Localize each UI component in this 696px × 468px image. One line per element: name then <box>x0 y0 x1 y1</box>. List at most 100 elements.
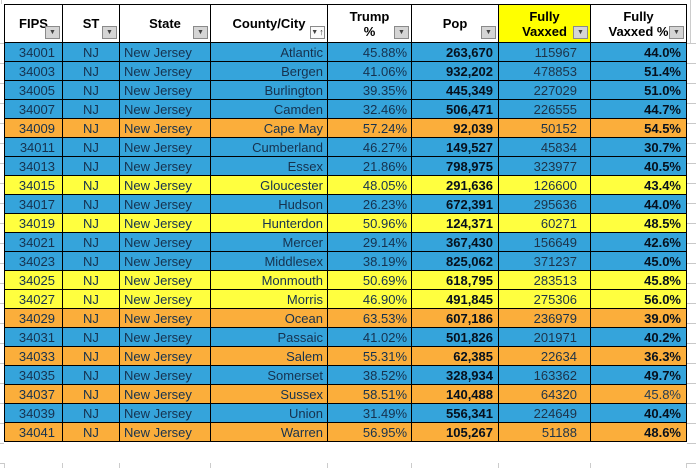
cell-state-abbr[interactable]: NJ <box>62 422 120 442</box>
cell-fully-vaxxed[interactable]: 163362 <box>498 365 591 385</box>
cell-trump-pct[interactable]: 50.96% <box>327 213 412 233</box>
cell-population[interactable]: 140,488 <box>411 384 499 404</box>
cell-state-name[interactable]: New Jersey <box>119 99 211 119</box>
cell-population[interactable]: 124,371 <box>411 213 499 233</box>
cell-population[interactable]: 92,039 <box>411 118 499 138</box>
cell-trump-pct[interactable]: 41.02% <box>327 327 412 347</box>
cell-fully-vaxxed[interactable]: 283513 <box>498 270 591 290</box>
cell-fips[interactable]: 34021 <box>4 232 63 252</box>
cell-trump-pct[interactable]: 46.90% <box>327 289 412 309</box>
cell-county[interactable]: Hunterdon <box>210 213 328 233</box>
cell-population[interactable]: 491,845 <box>411 289 499 309</box>
cell-population[interactable]: 556,341 <box>411 403 499 423</box>
cell-fips[interactable]: 34027 <box>4 289 63 309</box>
cell-state-name[interactable]: New Jersey <box>119 118 211 138</box>
cell-fips[interactable]: 34037 <box>4 384 63 404</box>
cell-fully-vaxxed-pct[interactable]: 45.8% <box>590 384 687 404</box>
cell-state-abbr[interactable]: NJ <box>62 175 120 195</box>
filter-dropdown-button[interactable]: ▼ <box>481 26 496 39</box>
cell-population[interactable]: 291,636 <box>411 175 499 195</box>
cell-fully-vaxxed-pct[interactable]: 42.6% <box>590 232 687 252</box>
cell-state-name[interactable]: New Jersey <box>119 175 211 195</box>
filter-dropdown-button[interactable]: ▼ <box>102 26 117 39</box>
cell-fully-vaxxed-pct[interactable]: 44.7% <box>590 99 687 119</box>
cell-fips[interactable]: 34033 <box>4 346 63 366</box>
cell-trump-pct[interactable]: 50.69% <box>327 270 412 290</box>
cell-trump-pct[interactable]: 56.95% <box>327 422 412 442</box>
cell-county[interactable]: Warren <box>210 422 328 442</box>
cell-fully-vaxxed-pct[interactable]: 45.0% <box>590 251 687 271</box>
filter-dropdown-button[interactable]: ▼ <box>45 26 60 39</box>
cell-fully-vaxxed-pct[interactable]: 40.2% <box>590 327 687 347</box>
cell-fully-vaxxed-pct[interactable]: 45.8% <box>590 270 687 290</box>
cell-fips[interactable]: 34009 <box>4 118 63 138</box>
filter-dropdown-button[interactable]: ▼ <box>394 26 409 39</box>
cell-fips[interactable]: 34001 <box>4 42 63 62</box>
cell-fips[interactable]: 34015 <box>4 175 63 195</box>
cell-county[interactable]: Burlington <box>210 80 328 100</box>
cell-fully-vaxxed[interactable]: 478853 <box>498 61 591 81</box>
cell-population[interactable]: 672,391 <box>411 194 499 214</box>
cell-state-name[interactable]: New Jersey <box>119 422 211 442</box>
cell-fips[interactable]: 34031 <box>4 327 63 347</box>
cell-population[interactable]: 263,670 <box>411 42 499 62</box>
cell-state-abbr[interactable]: NJ <box>62 251 120 271</box>
cell-county[interactable]: Cape May <box>210 118 328 138</box>
cell-fully-vaxxed-pct[interactable]: 51.0% <box>590 80 687 100</box>
cell-fips[interactable]: 34017 <box>4 194 63 214</box>
cell-fully-vaxxed[interactable]: 275306 <box>498 289 591 309</box>
cell-state-name[interactable]: New Jersey <box>119 213 211 233</box>
cell-population[interactable]: 825,062 <box>411 251 499 271</box>
cell-population[interactable]: 367,430 <box>411 232 499 252</box>
cell-state-abbr[interactable]: NJ <box>62 118 120 138</box>
cell-county[interactable]: Union <box>210 403 328 423</box>
cell-county[interactable]: Middlesex <box>210 251 328 271</box>
cell-fully-vaxxed[interactable]: 156649 <box>498 232 591 252</box>
cell-population[interactable]: 798,975 <box>411 156 499 176</box>
cell-state-abbr[interactable]: NJ <box>62 365 120 385</box>
cell-county[interactable]: Passaic <box>210 327 328 347</box>
cell-county[interactable]: Gloucester <box>210 175 328 195</box>
cell-fully-vaxxed-pct[interactable]: 44.0% <box>590 194 687 214</box>
cell-trump-pct[interactable]: 41.06% <box>327 61 412 81</box>
cell-fips[interactable]: 34023 <box>4 251 63 271</box>
cell-fully-vaxxed-pct[interactable]: 43.4% <box>590 175 687 195</box>
cell-state-abbr[interactable]: NJ <box>62 232 120 252</box>
cell-state-abbr[interactable]: NJ <box>62 327 120 347</box>
cell-state-name[interactable]: New Jersey <box>119 42 211 62</box>
cell-county[interactable]: Mercer <box>210 232 328 252</box>
cell-fully-vaxxed[interactable]: 236979 <box>498 308 591 328</box>
cell-state-abbr[interactable]: NJ <box>62 346 120 366</box>
cell-population[interactable]: 328,934 <box>411 365 499 385</box>
cell-state-name[interactable]: New Jersey <box>119 137 211 157</box>
cell-trump-pct[interactable]: 32.46% <box>327 99 412 119</box>
cell-fully-vaxxed[interactable]: 51188 <box>498 422 591 442</box>
cell-trump-pct[interactable]: 46.27% <box>327 137 412 157</box>
cell-fully-vaxxed[interactable]: 371237 <box>498 251 591 271</box>
cell-county[interactable]: Somerset <box>210 365 328 385</box>
cell-state-name[interactable]: New Jersey <box>119 251 211 271</box>
cell-fips[interactable]: 34005 <box>4 80 63 100</box>
cell-trump-pct[interactable]: 38.52% <box>327 365 412 385</box>
cell-state-name[interactable]: New Jersey <box>119 327 211 347</box>
cell-fully-vaxxed-pct[interactable]: 40.4% <box>590 403 687 423</box>
cell-state-name[interactable]: New Jersey <box>119 270 211 290</box>
cell-state-name[interactable]: New Jersey <box>119 308 211 328</box>
cell-trump-pct[interactable]: 55.31% <box>327 346 412 366</box>
cell-county[interactable]: Salem <box>210 346 328 366</box>
cell-trump-pct[interactable]: 45.88% <box>327 42 412 62</box>
cell-trump-pct[interactable]: 63.53% <box>327 308 412 328</box>
cell-state-name[interactable]: New Jersey <box>119 403 211 423</box>
cell-fips[interactable]: 34039 <box>4 403 63 423</box>
cell-fully-vaxxed-pct[interactable]: 54.5% <box>590 118 687 138</box>
cell-fips[interactable]: 34011 <box>4 137 63 157</box>
filter-dropdown-button[interactable]: ▼ <box>573 26 588 39</box>
cell-fully-vaxxed-pct[interactable]: 51.4% <box>590 61 687 81</box>
cell-fully-vaxxed-pct[interactable]: 44.0% <box>590 42 687 62</box>
cell-state-name[interactable]: New Jersey <box>119 346 211 366</box>
cell-fully-vaxxed[interactable]: 64320 <box>498 384 591 404</box>
cell-fully-vaxxed[interactable]: 295636 <box>498 194 591 214</box>
cell-fully-vaxxed[interactable]: 45834 <box>498 137 591 157</box>
cell-fips[interactable]: 34013 <box>4 156 63 176</box>
filter-dropdown-button[interactable]: ▼ <box>193 26 208 39</box>
